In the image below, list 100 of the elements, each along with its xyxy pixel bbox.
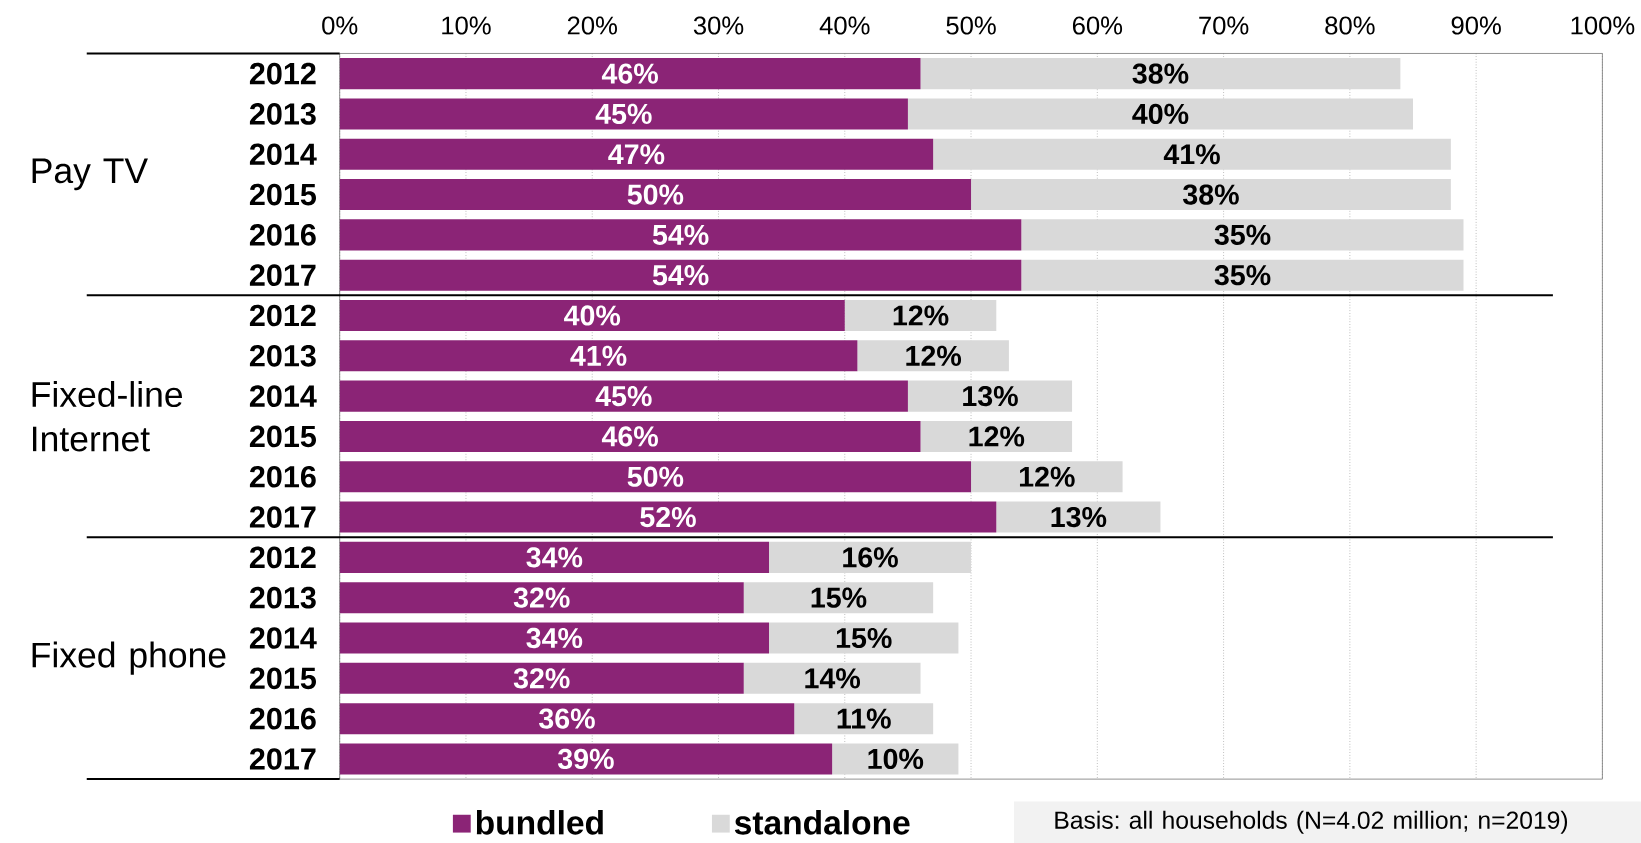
data-label: 52% <box>640 506 696 527</box>
data-label: 36% <box>539 708 595 729</box>
legend-label: standalone <box>734 809 910 835</box>
bar <box>907 98 1413 130</box>
x-tick-label: 50% <box>946 16 996 35</box>
bar <box>339 98 908 130</box>
bar <box>339 743 833 775</box>
data-label: 46% <box>601 63 658 84</box>
bar <box>339 340 858 372</box>
y-tick-label: 2017 <box>249 264 316 286</box>
data-label: 14% <box>805 668 861 689</box>
y-tick-label: 2012 <box>249 546 316 568</box>
data-label: 54% <box>652 224 709 245</box>
data-label: 35% <box>1214 224 1271 245</box>
data-label: 39% <box>557 748 614 769</box>
data-label: 34% <box>526 547 583 568</box>
bar <box>794 702 934 734</box>
x-tick-label: 80% <box>1325 16 1375 35</box>
bar <box>339 259 1022 291</box>
y-tick-label: 2014 <box>249 385 317 407</box>
bar <box>1021 219 1464 251</box>
y-tick-label: 2015 <box>249 667 317 689</box>
bar <box>339 501 997 533</box>
data-label: 12% <box>893 305 949 326</box>
y-tick-label: 2014 <box>249 143 317 165</box>
y-tick-label: 2015 <box>249 183 317 206</box>
data-label: 13% <box>1051 506 1107 527</box>
data-label: 34% <box>526 627 583 648</box>
bar <box>769 541 972 573</box>
y-tick-label: 2016 <box>249 223 316 246</box>
legend-label: bundled <box>476 809 603 835</box>
data-label: 12% <box>1019 466 1075 487</box>
text: Fixed phone <box>32 641 226 675</box>
data-label: 38% <box>1182 184 1239 205</box>
bar <box>743 581 934 613</box>
data-label: 40% <box>564 305 621 326</box>
text: Basis: all households (N=4.02 million; n=2019) <box>1055 810 1568 834</box>
bar <box>844 299 997 331</box>
data-label: 38% <box>1132 63 1189 84</box>
data-label: 45% <box>595 103 652 124</box>
bar <box>971 461 1123 493</box>
bar <box>339 138 934 170</box>
y-tick-label: 2015 <box>249 425 317 448</box>
bar <box>971 178 1451 210</box>
data-label: 41% <box>570 345 627 366</box>
x-tick-label: 10% <box>442 16 491 35</box>
bar <box>920 420 1073 452</box>
bar <box>933 138 1451 170</box>
data-label: 15% <box>811 587 867 608</box>
data-label: 35% <box>1214 264 1271 286</box>
bar <box>339 581 744 613</box>
y-tick-label: 2012 <box>249 62 316 85</box>
x-tick-label: 100% <box>1571 16 1635 35</box>
data-label: 50% <box>627 184 684 205</box>
bar <box>339 299 845 331</box>
bar <box>339 178 972 210</box>
data-label: 16% <box>843 547 898 568</box>
bar <box>339 541 770 573</box>
text: Pay TV <box>32 158 148 191</box>
bar <box>339 622 770 654</box>
data-label: 45% <box>595 385 652 406</box>
data-label: 15% <box>836 627 892 648</box>
bar <box>907 380 1073 412</box>
bar <box>339 57 921 89</box>
bar <box>769 622 959 654</box>
bar <box>339 662 744 694</box>
bar <box>339 380 908 412</box>
bar <box>996 501 1161 533</box>
data-label: 32% <box>513 587 570 608</box>
x-tick-label: 20% <box>567 16 617 35</box>
bar <box>339 702 795 734</box>
data-label: 10% <box>868 748 924 769</box>
bar <box>920 57 1401 89</box>
x-tick-label: 40% <box>819 16 870 35</box>
bar <box>1021 259 1464 291</box>
data-label: 32% <box>513 667 570 689</box>
data-label: 13% <box>963 385 1018 407</box>
data-label: 47% <box>608 143 665 165</box>
x-tick-label: 90% <box>1451 16 1501 35</box>
data-label: 12% <box>906 345 962 366</box>
x-tick-label: 60% <box>1072 16 1123 35</box>
y-tick-label: 2012 <box>249 304 316 327</box>
y-tick-label: 2017 <box>249 747 316 770</box>
text: Fixed-line Internet <box>32 380 183 452</box>
data-label: 46% <box>601 426 658 447</box>
y-tick-label: 2016 <box>249 707 316 730</box>
x-tick-label: 0% <box>322 16 358 35</box>
x-tick-label: 30% <box>693 16 744 35</box>
bar <box>857 340 1009 372</box>
y-tick-label: 2013 <box>249 102 316 125</box>
x-tick-label: 70% <box>1199 16 1249 35</box>
data-label: 12% <box>969 426 1025 447</box>
y-tick-label: 2017 <box>249 506 316 528</box>
y-tick-label: 2014 <box>249 626 317 649</box>
y-tick-label: 2013 <box>249 586 316 609</box>
y-tick-label: 2013 <box>249 344 316 367</box>
bar <box>339 219 1022 251</box>
data-label: 54% <box>652 264 709 286</box>
bar <box>339 461 972 493</box>
data-label: 41% <box>1163 143 1220 165</box>
